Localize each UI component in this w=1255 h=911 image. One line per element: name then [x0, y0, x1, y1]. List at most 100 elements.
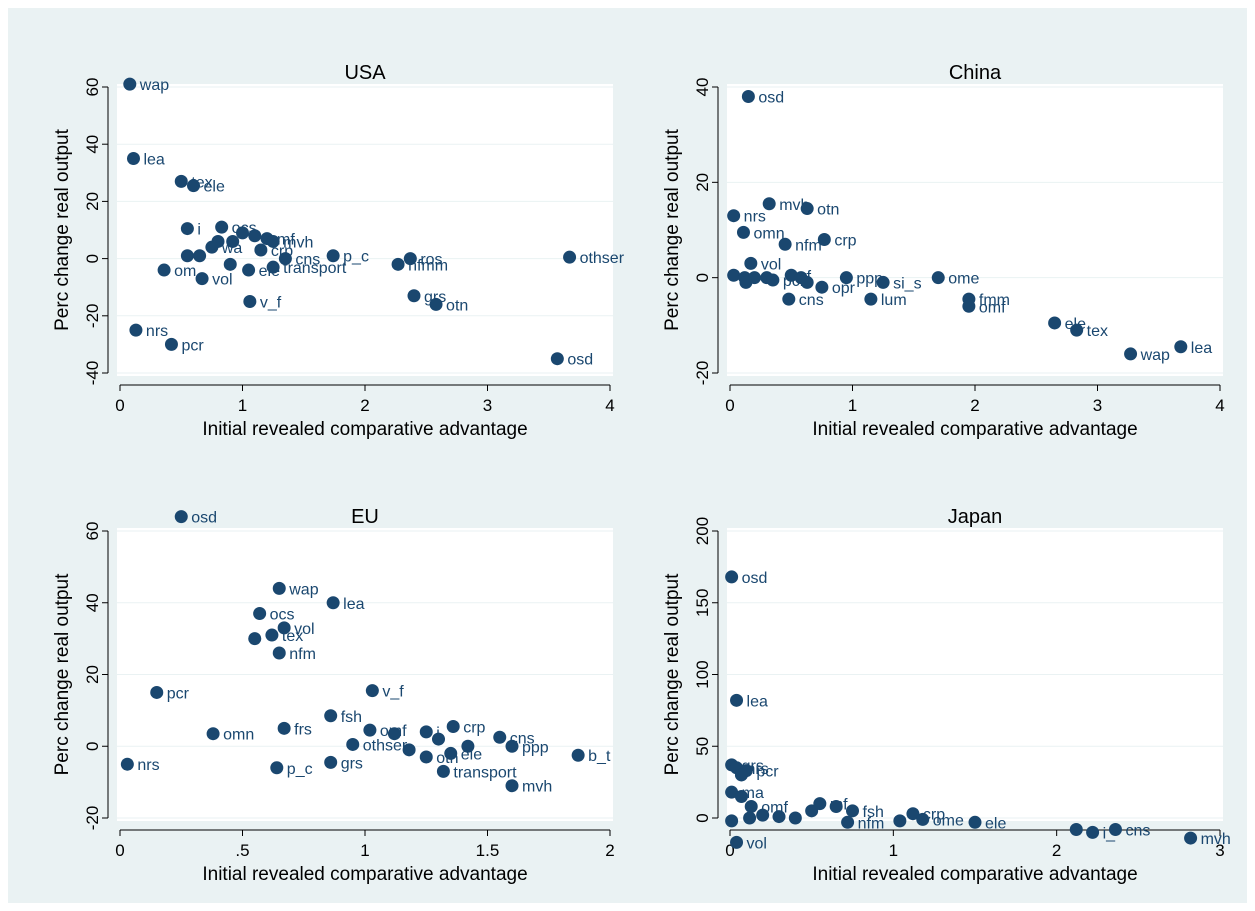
point-label: cns [799, 292, 824, 309]
data-point [725, 814, 739, 828]
point-label: cns [1125, 822, 1150, 839]
data-point [253, 607, 267, 621]
data-point [180, 222, 194, 236]
point-label: nrs [744, 209, 766, 226]
point-label: pcr [167, 685, 190, 702]
graph-frame: USA -40 -20 0 20 40 60 0 1 2 3 4 Initial revealed co… [8, 8, 1247, 903]
point-label: ele [461, 746, 482, 763]
data-point [734, 789, 748, 803]
point-label: fsh [341, 709, 362, 726]
point-label: othser [363, 737, 408, 754]
chart-usa: USA -40 -20 0 20 40 60 0 1 2 3 4 Initial revealed co… [52, 62, 625, 440]
point-label: mvh [1201, 831, 1231, 848]
data-point [727, 209, 741, 223]
data-point [266, 234, 280, 248]
data-point [864, 292, 878, 306]
data-point [1174, 340, 1188, 354]
y-tick-label: 60 [83, 78, 102, 97]
data-point [265, 628, 279, 642]
point-label: ome [948, 271, 979, 288]
x-tick-label: 1 [848, 396, 857, 415]
point-label: mvh [283, 234, 313, 251]
data-point [571, 748, 585, 762]
x-tick-label: 2 [360, 396, 369, 415]
y-axis-label: Perc change real output [52, 128, 73, 330]
data-point [346, 737, 360, 751]
data-point [174, 510, 188, 524]
x-tick-label: 1 [889, 841, 898, 860]
data-point [734, 768, 748, 782]
data-point [277, 721, 291, 735]
data-point [931, 271, 945, 285]
data-point [730, 835, 744, 849]
data-point [744, 800, 758, 814]
data-point [1124, 347, 1138, 361]
y-tick-label: -20 [83, 806, 102, 831]
data-point [493, 730, 507, 744]
point-label: p_c [343, 249, 369, 266]
data-point [272, 646, 286, 660]
x-tick-label: 1 [238, 396, 247, 415]
data-point [1048, 316, 1062, 330]
x-axis-label: Initial revealed comparative advantage [202, 419, 527, 440]
data-point [446, 720, 460, 734]
data-point [916, 812, 930, 826]
data-point [772, 810, 786, 824]
data-point [968, 815, 982, 829]
data-point [205, 240, 219, 254]
point-label: lea [143, 152, 164, 169]
point-label: nfm [858, 815, 885, 832]
data-point [223, 257, 237, 271]
point-label: pcr [181, 337, 204, 354]
data-point [741, 90, 755, 104]
y-axis-label: Perc change real output [662, 573, 683, 775]
data-point [236, 226, 249, 240]
x-tick-label: 0 [725, 396, 734, 415]
data-point [324, 709, 338, 723]
data-point [272, 581, 286, 595]
data-point [164, 337, 178, 351]
point-label: grs [341, 755, 363, 772]
data-point [800, 202, 814, 216]
data-point [387, 727, 401, 741]
data-point [800, 275, 814, 289]
point-label: omf [979, 299, 1006, 316]
point-label: osd [758, 90, 784, 107]
x-tick-label: 1 [360, 841, 369, 860]
data-point [277, 621, 291, 635]
data-point [226, 234, 240, 248]
data-point [180, 249, 194, 263]
point-label: tex [1087, 323, 1108, 340]
y-tick-label: -20 [693, 361, 712, 386]
x-tick-label: 4 [605, 396, 614, 415]
data-point [815, 280, 829, 294]
point-label: frs [294, 721, 312, 738]
data-point [436, 764, 450, 778]
data-point [725, 570, 739, 584]
point-label: crp [834, 233, 856, 250]
y-tick-label: 0 [83, 254, 102, 263]
y-tick-label: 0 [693, 813, 712, 822]
x-tick-label: 3 [1215, 841, 1224, 860]
data-point [248, 632, 262, 646]
point-label: transport [283, 260, 347, 277]
point-label: otn [446, 297, 468, 314]
data-point [725, 785, 739, 799]
data-point [195, 272, 209, 286]
data-point [242, 263, 256, 277]
chart-title-usa: USA [344, 62, 386, 84]
data-point [505, 739, 519, 753]
point-label: lea [343, 596, 364, 613]
point-label: si_s [893, 275, 921, 292]
point-label: wap [1140, 347, 1170, 364]
x-tick-label: 2 [1052, 841, 1061, 860]
data-point [206, 727, 220, 741]
x-tick-label: 4 [1215, 396, 1224, 415]
data-point [1070, 323, 1084, 337]
point-label: vol [761, 256, 781, 273]
point-label: osd [742, 570, 768, 587]
data-point [727, 268, 741, 282]
data-point [419, 725, 433, 739]
data-point [906, 807, 920, 821]
data-point [788, 811, 802, 825]
